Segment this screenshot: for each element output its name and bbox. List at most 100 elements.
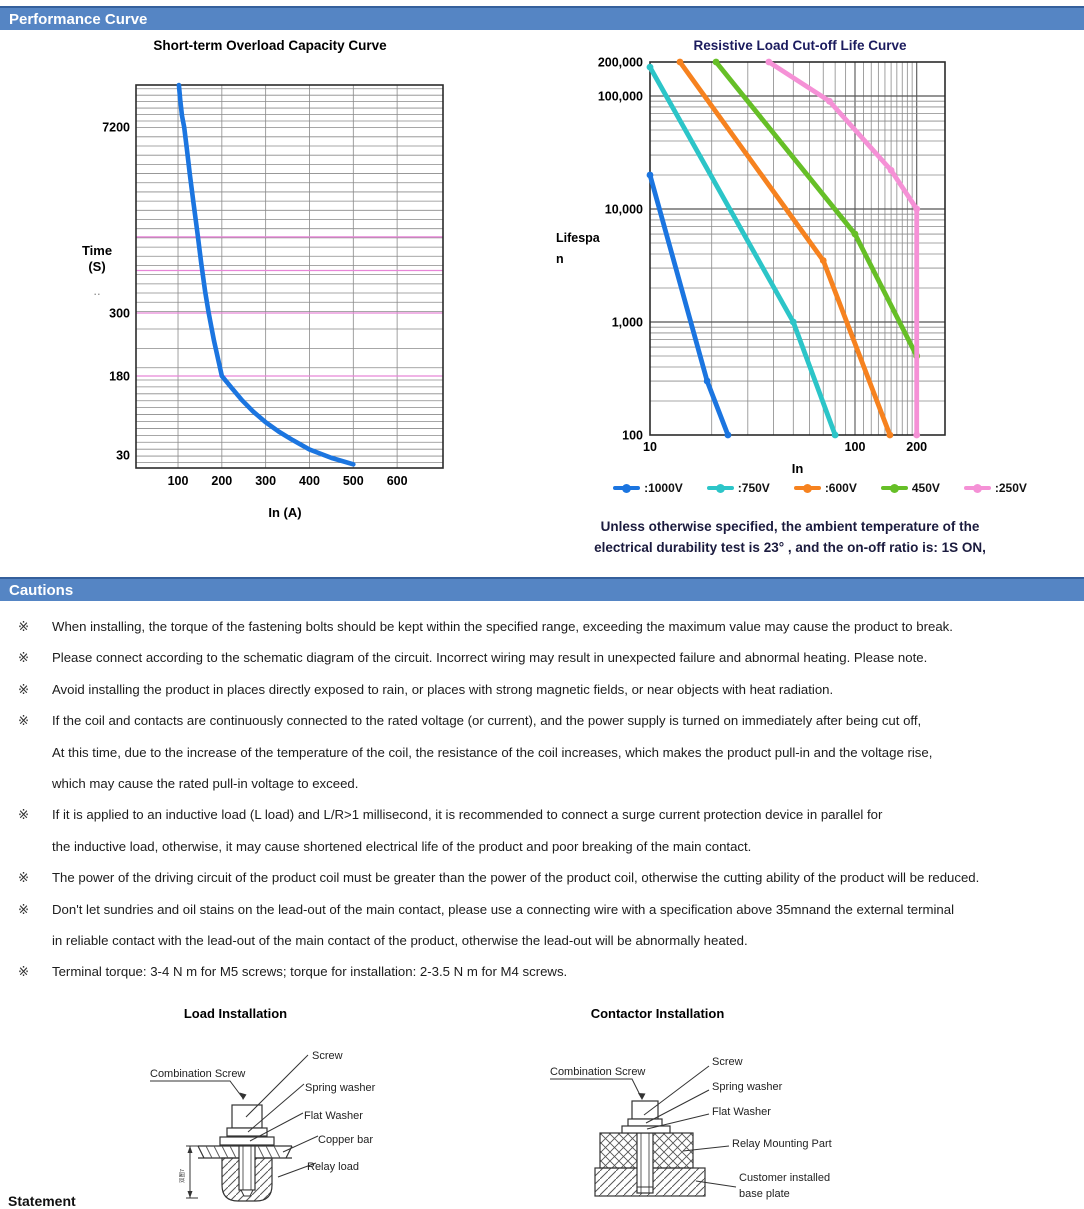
caution-text: which may cause the rated pull-in voltag… [52,775,359,791]
overload-xtick: 400 [299,474,320,488]
load-installation-diagram: 双图7 Combination Screw Screw Spring washe… [100,1035,520,1202]
life-ytick: 10,000 [605,203,643,217]
cautions-title: Cautions [9,582,74,599]
cautions-list: ※ When installing, the torque of the fast… [0,611,1084,988]
legend-marker [613,483,641,493]
caution-text: in reliable contact with the lead-out of… [52,932,748,948]
caution-text: the inductive load, otherwise, it may ca… [52,838,752,854]
overload-ylabel-line1: Time [81,243,113,258]
contactor-screw-label: Screw [712,1056,743,1068]
caution-text: Terminal torque: 3-4 N m for M5 screws; … [52,964,568,980]
life-chart-legend: :1000V :750V :600V 450V :250V [580,481,1060,495]
load-flat-washer-label: Flat Washer [304,1110,363,1122]
caution-marker-icon: ※ [18,964,30,980]
overload-ylabel: Time (S) [72,243,122,275]
caution-item-4-line-1: ※ If the coil and contacts are continuous… [0,705,1084,736]
caution-item-4-line-2: At this time, due to the increase of the… [0,737,1084,768]
life-series-750V [646,63,839,439]
caution-item-7-line-2: in reliable contact with the lead-out of… [0,925,1084,956]
screw-head [631,1100,659,1120]
caution-text: If it is applied to an inductive load (L… [52,807,883,823]
bolt-shaft [636,1132,654,1194]
overload-ytick: 180 [109,370,130,384]
series-line [766,59,920,438]
life-ylabel-line2: n [556,252,564,266]
overload-ytick: 7200 [102,121,130,135]
series-marker [712,58,720,66]
flat-washer-shape [219,1136,275,1146]
series-marker [819,257,827,264]
overload-chart: 7200 300 180 30 100 200 300 400 500 600 [60,80,510,530]
life-series-600V [676,58,894,439]
caution-item-7-line-1: ※ Don't let sundries and oil stains on th… [0,894,1084,925]
overload-ytick: 30 [116,449,130,463]
life-xtick: 200 [906,440,927,454]
leader-arrowhead [239,1092,247,1100]
performance-curve-header: Performance Curve [0,6,1084,30]
caution-item-4-line-3: which may cause the rated pull-in voltag… [0,768,1084,799]
series-marker [913,431,921,439]
life-series-1000V [646,171,732,439]
life-xtick: 10 [643,440,657,454]
caution-text: The power of the driving circuit of the … [52,870,980,886]
legend-label: :250V [994,481,1027,495]
series-marker [789,318,797,326]
series-marker [646,171,654,179]
legend-marker [793,483,821,493]
caution-item-6: ※ The power of the driving circuit of the… [0,862,1084,893]
legend-marker-dot [622,483,632,493]
caution-text: If the coil and contacts are continuousl… [52,713,922,729]
caution-text: At this time, due to the increase of the… [52,744,933,760]
series-marker [851,230,859,238]
overload-xtick: 200 [211,474,232,488]
legend-marker-dot [972,483,982,493]
caution-marker-icon: ※ [18,619,30,634]
caution-text: Please connect according to the schemati… [52,650,928,666]
contactor-base-plate-label1: Customer installed [739,1172,830,1184]
overload-chart-canvas: 7200 300 180 30 100 200 300 400 500 600 [102,82,444,488]
caution-text: When installing, the torque of the faste… [52,619,953,634]
legend-item-600V: :600V [793,481,857,495]
legend-label: :1000V [644,481,683,495]
dimension-label: 双图7 [178,1169,186,1183]
legend-marker-dot [889,483,899,493]
series-marker [646,63,654,71]
series-marker [887,166,895,174]
contactor-flat-washer-label: Flat Washer [712,1106,771,1118]
legend-marker [880,483,908,493]
contactor-combination-screw-label: Combination Screw [550,1066,645,1078]
legend-item-1000V: :1000V [613,481,683,495]
series-marker [913,205,921,213]
overload-xtick: 500 [343,474,364,488]
overload-xtick: 300 [255,474,276,488]
legend-item-450V: 450V [880,481,940,495]
load-combination-screw-label: Combination Screw [150,1068,245,1080]
screw-shaft [238,1145,256,1197]
load-installation-drawing: 双图7 Combination Screw Screw Spring washe… [150,1050,376,1202]
series-marker [886,431,894,439]
overload-xlabel: In (A) [268,505,302,520]
caution-marker-icon: ※ [18,807,30,823]
overload-xtick: 600 [387,474,408,488]
caution-item-5-line-2: the inductive load, otherwise, it may ca… [0,831,1084,862]
overload-chart-title: Short-term Overload Capacity Curve [153,38,387,53]
caution-marker-icon: ※ [18,870,30,886]
life-ylabel-line1: Lifespa [556,231,600,245]
legend-marker-dot [802,483,812,493]
caution-marker-icon: ※ [18,901,30,917]
life-xlabel: In [791,461,804,476]
dimension-line [186,1145,198,1199]
overload-xtick: 100 [168,474,189,488]
leader-lines [150,1054,319,1178]
overload-plot-frame [135,84,444,469]
legend-marker [963,483,991,493]
performance-curve-title: Performance Curve [9,11,148,28]
caution-marker-icon: ※ [18,681,30,697]
legend-item-250V: :250V [963,481,1027,495]
legend-item-750V: :750V [706,481,770,495]
legend-label: :600V [824,481,857,495]
overload-ylabel-dots: .. [93,283,101,298]
life-ytick: 1,000 [612,316,643,330]
